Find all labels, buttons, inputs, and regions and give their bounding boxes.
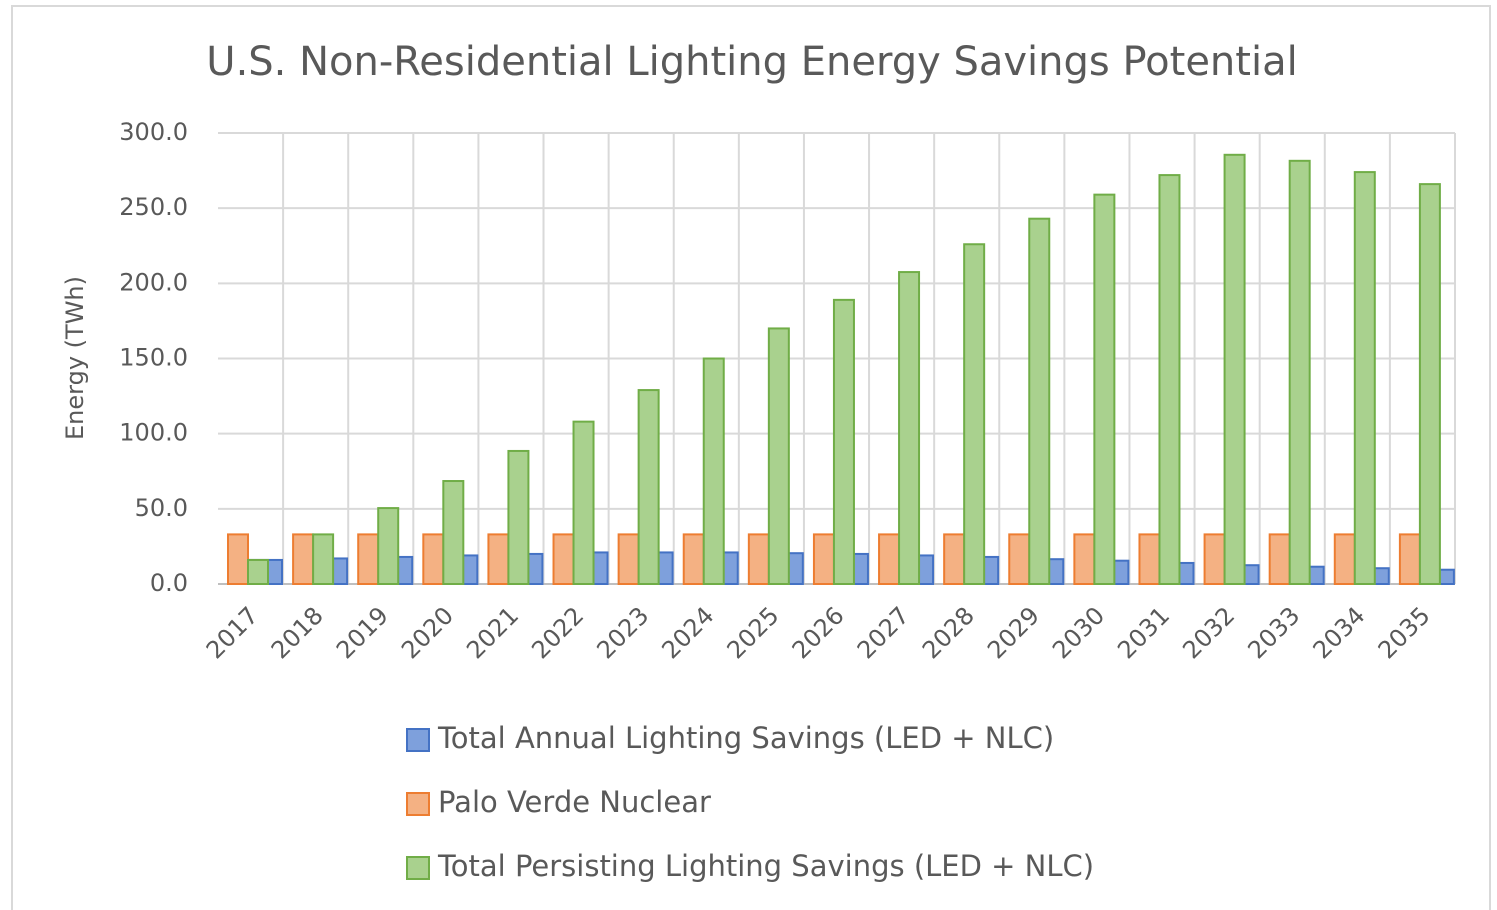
chart-frame [11, 5, 1491, 910]
bar [767, 327, 790, 585]
y-tick-label: 0.0 [150, 569, 188, 597]
bar [1268, 533, 1291, 586]
bar [1203, 533, 1226, 586]
y-tick-label: 100.0 [119, 419, 188, 447]
bar [682, 533, 705, 586]
bar [1223, 153, 1246, 585]
bar [247, 558, 269, 585]
bar [422, 533, 445, 586]
bar [552, 533, 575, 586]
bar [617, 533, 640, 586]
y-tick-label: 150.0 [119, 344, 188, 372]
legend-swatch [406, 728, 430, 752]
bar [227, 533, 249, 586]
bar [312, 533, 335, 586]
chart-title: U.S. Non-Residential Lighting Energy Sav… [206, 39, 1297, 85]
bar [442, 480, 465, 585]
bar [832, 298, 855, 585]
bar [702, 357, 725, 585]
bar [898, 271, 921, 585]
legend-label: Total Annual Lighting Savings (LED + NLC… [437, 721, 1054, 755]
bar [1288, 159, 1311, 585]
bar [1158, 174, 1181, 586]
bar [572, 420, 595, 586]
bar [637, 389, 660, 585]
y-tick-label: 200.0 [119, 268, 188, 296]
y-tick-label: 250.0 [119, 193, 188, 221]
bar [1073, 533, 1096, 586]
bar [487, 533, 510, 586]
bar [1353, 171, 1376, 585]
bar [292, 533, 315, 586]
bar [878, 533, 901, 586]
bar [943, 533, 966, 586]
y-tick-label: 50.0 [135, 494, 188, 522]
bar [357, 533, 380, 586]
legend-label: Palo Verde Nuclear [438, 785, 711, 819]
bar [1093, 193, 1116, 586]
bar [377, 507, 400, 585]
legend-label: Total Persisting Lighting Savings (LED +… [437, 849, 1094, 883]
bar [1418, 183, 1441, 585]
legend-swatch [406, 856, 430, 880]
bar [963, 243, 986, 585]
bar [1138, 533, 1161, 586]
bar [507, 449, 530, 585]
bar [747, 533, 770, 586]
bar [1028, 217, 1051, 585]
y-axis-label: Energy (TWh) [61, 276, 89, 440]
bar [1398, 533, 1421, 586]
bar [812, 533, 835, 586]
legend-swatch [406, 792, 430, 816]
y-tick-label: 300.0 [119, 118, 188, 146]
bar [1008, 533, 1031, 586]
bar [1333, 533, 1356, 586]
